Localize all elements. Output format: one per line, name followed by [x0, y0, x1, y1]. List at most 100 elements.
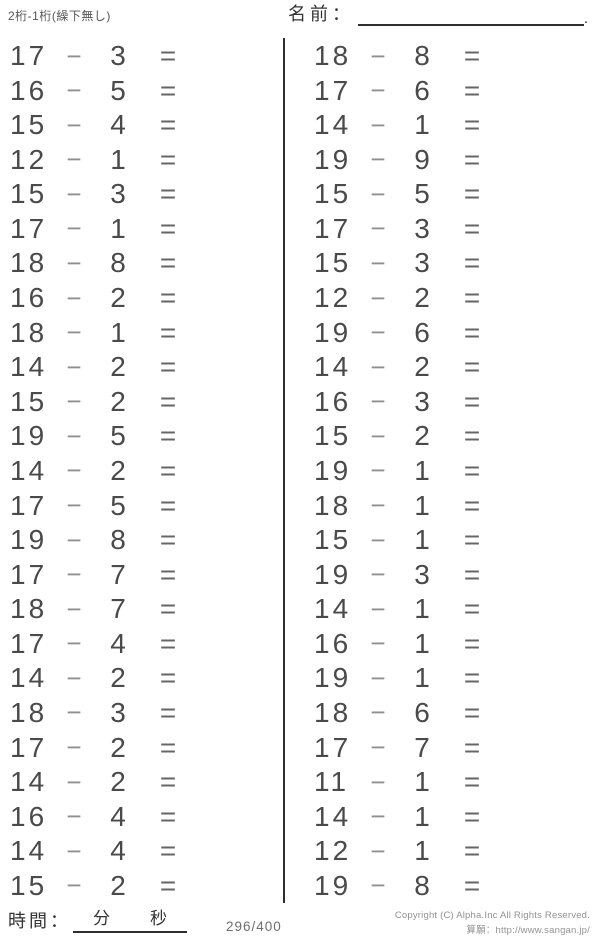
minuend: 14 — [314, 351, 352, 383]
minus-operator: − — [370, 559, 386, 590]
equals-operator: = — [159, 178, 177, 210]
minuend: 18 — [10, 696, 48, 728]
minuend: 18 — [10, 247, 48, 279]
minus-operator: − — [66, 213, 82, 244]
equals-operator: = — [159, 282, 177, 314]
problem-row: 18 − 1 = — [312, 490, 578, 521]
minus-operator: − — [66, 351, 82, 382]
equals-operator: = — [463, 178, 481, 210]
equals-operator: = — [159, 40, 177, 71]
equals-operator: = — [463, 869, 481, 901]
subtrahend: 2 — [110, 351, 126, 383]
problem-row: 12 − 2 = — [312, 282, 578, 314]
equals-operator: = — [463, 558, 481, 590]
equals-operator: = — [159, 454, 177, 486]
problem-row: 15 − 1 = — [312, 524, 578, 556]
subtrahend: 1 — [414, 627, 430, 659]
subtrahend: 2 — [414, 420, 430, 452]
subtrahend: 4 — [110, 627, 126, 659]
subtrahend: 4 — [110, 835, 126, 867]
equals-operator: = — [159, 316, 177, 348]
equals-operator: = — [463, 731, 481, 763]
minutes-label: 分 — [93, 909, 110, 928]
name-label: 名前： — [288, 4, 354, 24]
time-input-line: 分 秒 — [73, 908, 187, 933]
minuend: 17 — [314, 74, 352, 106]
subtrahend: 1 — [414, 800, 430, 832]
minuend: 15 — [314, 178, 352, 210]
equals-operator: = — [463, 420, 481, 452]
subtrahend: 1 — [414, 593, 430, 625]
minuend: 19 — [314, 662, 352, 694]
minuend: 15 — [10, 869, 48, 901]
problem-row: 19 − 3 = — [312, 558, 578, 590]
minus-operator: − — [66, 178, 82, 209]
minuend: 14 — [314, 109, 352, 141]
subtrahend: 1 — [414, 524, 430, 556]
minuend: 17 — [10, 558, 48, 590]
minuend: 18 — [10, 316, 48, 348]
minuend: 18 — [10, 593, 48, 625]
subtrahend: 5 — [414, 178, 430, 210]
equals-operator: = — [463, 40, 481, 71]
equals-operator: = — [159, 524, 177, 556]
problem-row: 18 − 1 = — [8, 316, 274, 348]
minuend: 14 — [314, 800, 352, 832]
minuend: 12 — [314, 835, 352, 867]
minus-operator: − — [370, 662, 386, 693]
subtrahend: 2 — [110, 731, 126, 763]
problem-row: 16 − 1 = — [312, 627, 578, 659]
equals-operator: = — [159, 696, 177, 728]
minuend: 16 — [10, 800, 48, 832]
problem-row: 18 − 3 = — [8, 696, 274, 728]
minuend: 15 — [314, 247, 352, 279]
minus-operator: − — [370, 835, 386, 866]
copyright-line1: Copyright (C) Alpha.Inc All Rights Reser… — [394, 910, 590, 921]
problem-row: 17 − 7 = — [8, 558, 274, 590]
equals-operator: = — [463, 282, 481, 314]
subtrahend: 2 — [110, 282, 126, 314]
subtrahend: 4 — [110, 800, 126, 832]
equals-operator: = — [463, 212, 481, 244]
problem-row: 19 − 8 = — [8, 524, 274, 556]
minus-operator: − — [370, 766, 386, 797]
minus-operator: − — [66, 455, 82, 486]
minus-operator: − — [370, 870, 386, 901]
subtrahend: 2 — [110, 869, 126, 901]
minus-operator: − — [370, 593, 386, 624]
subtrahend: 3 — [414, 558, 430, 590]
problem-row: 15 − 4 = — [8, 109, 274, 140]
equals-operator: = — [463, 351, 481, 383]
problem-row: 16 − 2 = — [8, 282, 274, 314]
problem-row: 17 − 2 = — [8, 731, 274, 763]
minus-operator: − — [66, 766, 82, 797]
equals-operator: = — [463, 766, 481, 798]
problem-row: 18 − 7 = — [8, 593, 274, 625]
minus-operator: − — [66, 732, 82, 763]
minuend: 12 — [10, 143, 48, 175]
equals-operator: = — [463, 800, 481, 832]
subtrahend: 6 — [414, 696, 430, 728]
problem-row: 12 − 1 = — [8, 143, 274, 175]
subtrahend: 3 — [110, 178, 126, 210]
problem-row: 18 − 8 = — [312, 40, 578, 71]
equals-operator: = — [463, 316, 481, 348]
minus-operator: − — [370, 351, 386, 382]
problem-row: 15 − 3 = — [8, 178, 274, 210]
minus-operator: − — [370, 178, 386, 209]
equals-operator: = — [463, 74, 481, 106]
minuend: 17 — [314, 212, 352, 244]
minuend: 14 — [10, 351, 48, 383]
equals-operator: = — [463, 835, 481, 867]
problem-row: 17 − 1 = — [8, 213, 274, 244]
subtrahend: 2 — [110, 766, 126, 798]
subtrahend: 8 — [414, 40, 430, 71]
subtrahend: 3 — [110, 40, 126, 71]
seconds-label: 秒 — [150, 909, 167, 928]
equals-operator: = — [159, 74, 177, 106]
minus-operator: − — [370, 490, 386, 521]
equals-operator: = — [463, 627, 481, 659]
problem-row: 14 − 1 = — [312, 800, 578, 832]
minus-operator: − — [66, 490, 82, 521]
problem-row: 19 − 8 = — [312, 869, 578, 901]
